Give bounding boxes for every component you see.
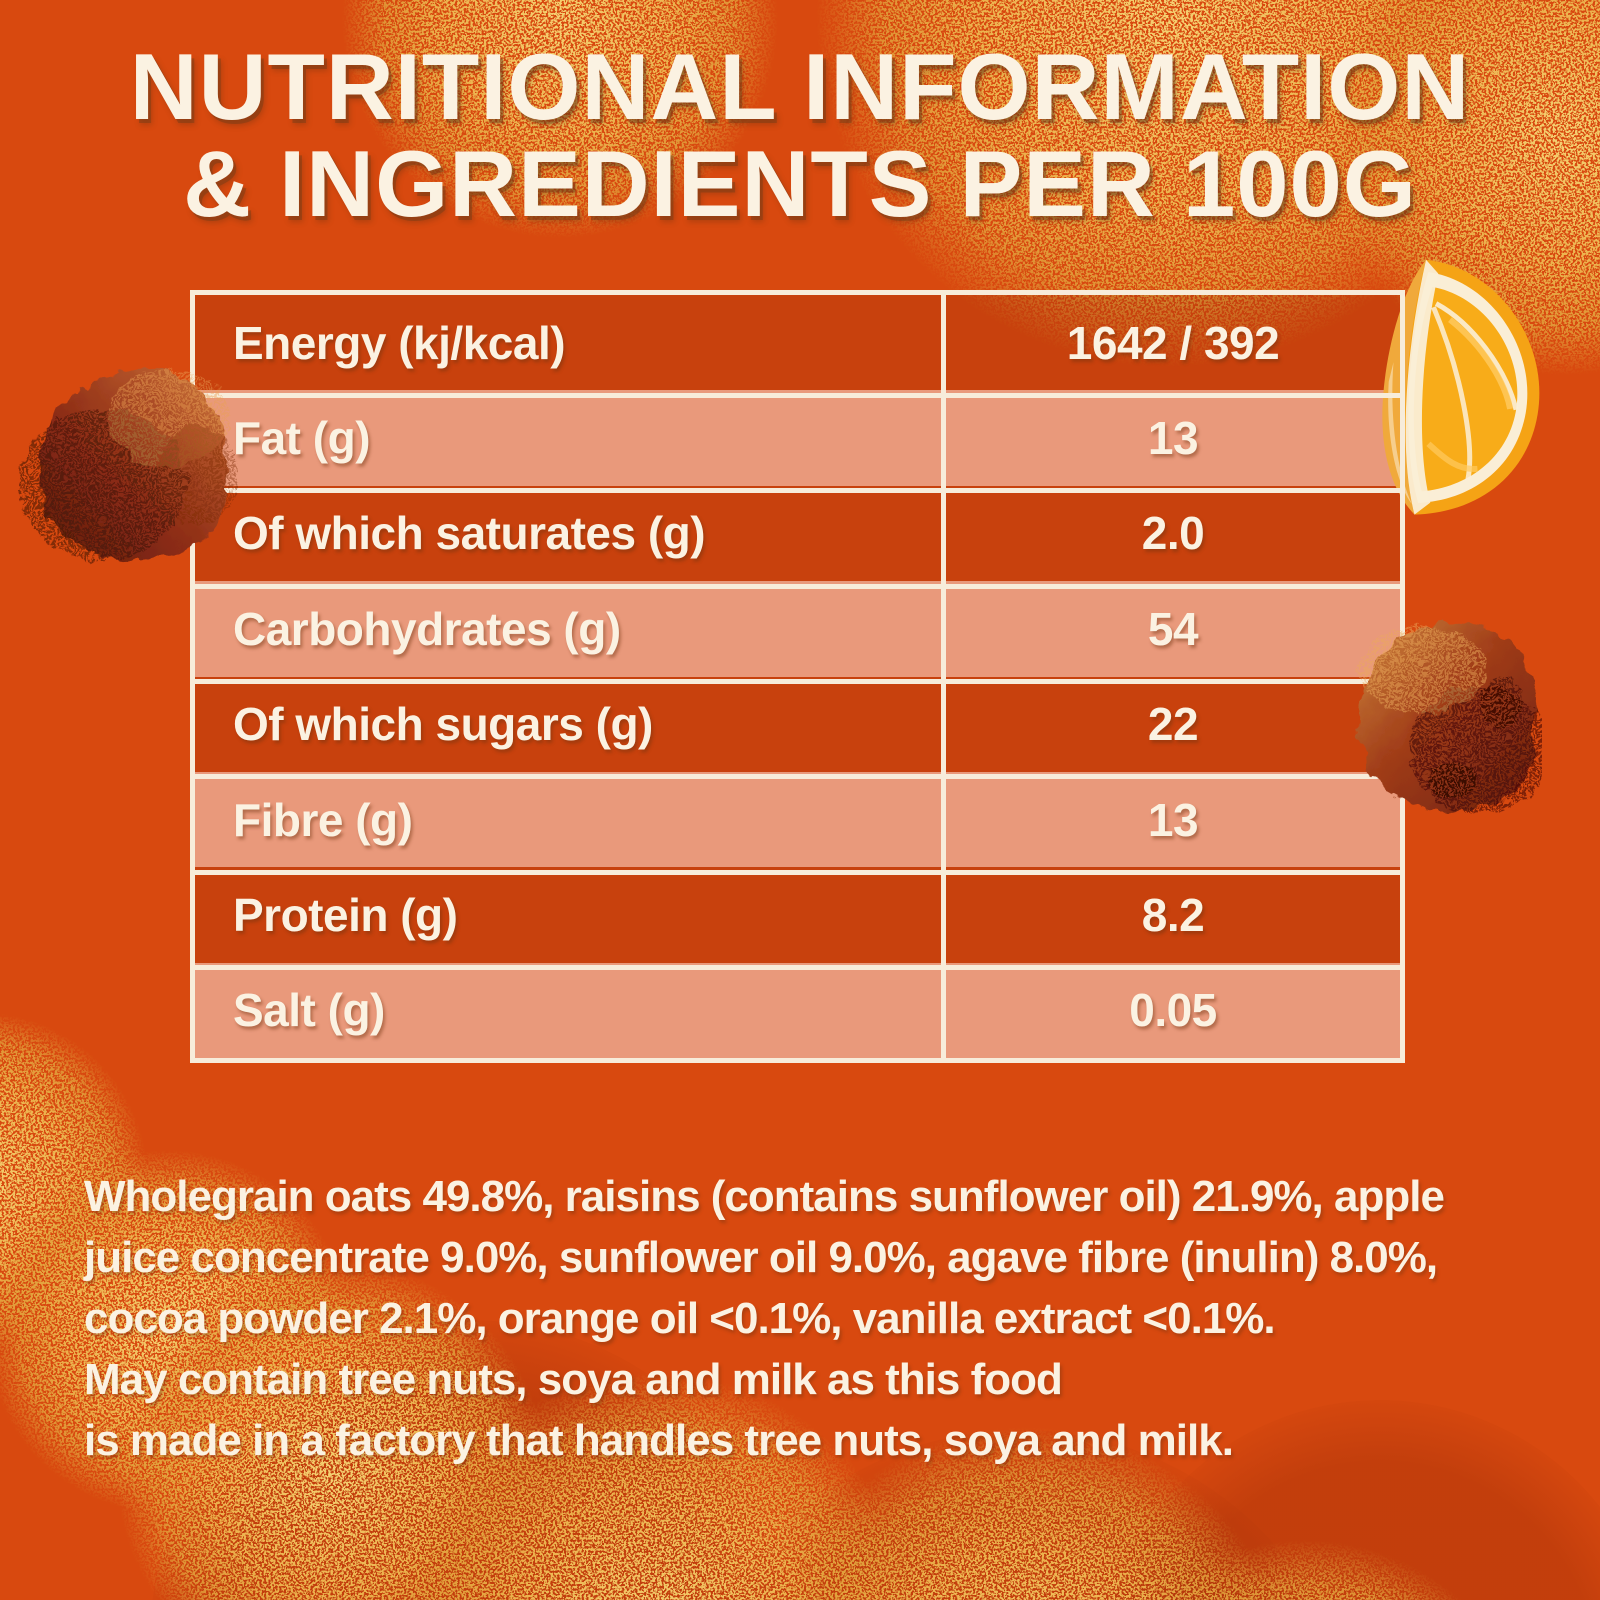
- row-value: 54: [1147, 602, 1199, 655]
- table-row: Of which sugars (g) 22: [195, 676, 1400, 772]
- ingredient-line: cocoa powder 2.1%, orange oil <0.1%, van…: [84, 1294, 1276, 1343]
- table-row: Energy (kj/kcal) 1642 / 392: [195, 295, 1400, 391]
- row-label: Salt (g): [233, 984, 385, 1037]
- table-row: Of which saturates (g) 2.0: [195, 485, 1400, 582]
- table-row: Fat (g) 13: [195, 390, 1400, 486]
- table-row: Carbohydrates (g) 54: [195, 581, 1400, 677]
- ingredient-line: juice concentrate 9.0%, sunflower oil 9.…: [84, 1233, 1438, 1282]
- ingredient-line: May contain tree nuts, soya and milk as …: [84, 1355, 1063, 1404]
- oat-bite-cube-right: [1358, 622, 1542, 814]
- page-title: NUTRITIONAL INFORMATION & INGREDIENTS PE…: [0, 38, 1600, 232]
- table-row: Fibre (g) 13: [195, 771, 1400, 868]
- ingredients-text: Wholegrain oats 49.8%, raisins (contains…: [84, 1166, 1564, 1471]
- ingredient-line: Wholegrain oats 49.8%, raisins (contains…: [84, 1172, 1445, 1221]
- ingredient-line: is made in a factory that handles tree n…: [84, 1416, 1234, 1465]
- row-value: 13: [1147, 412, 1199, 465]
- table-row: Protein (g) 8.2: [195, 867, 1400, 963]
- row-label: Of which sugars (g): [233, 698, 653, 751]
- page-title-line2: & INGREDIENTS PER 100G: [183, 131, 1417, 236]
- row-value: 0.05: [1129, 984, 1217, 1037]
- row-label: Protein (g): [233, 888, 458, 941]
- row-value: 1642 / 392: [1066, 316, 1280, 369]
- nutrition-table: Energy (kj/kcal) 1642 / 392 Fat (g) 13 O…: [190, 290, 1405, 1063]
- row-label: Fibre (g): [233, 793, 413, 846]
- row-value: 2.0: [1141, 507, 1205, 560]
- row-label: Of which saturates (g): [233, 507, 706, 560]
- row-value: 8.2: [1141, 888, 1205, 941]
- page-title-line1: NUTRITIONAL INFORMATION: [129, 34, 1471, 139]
- row-label: Energy (kj/kcal): [233, 316, 566, 369]
- row-label: Fat (g): [233, 412, 371, 465]
- row-value: 22: [1147, 698, 1199, 751]
- table-row: Salt (g) 0.05: [195, 962, 1400, 1058]
- orange-slice-image: [1382, 259, 1540, 515]
- row-label: Carbohydrates (g): [233, 602, 621, 655]
- row-value: 13: [1147, 793, 1199, 846]
- oat-bite-cube-left: [18, 367, 238, 561]
